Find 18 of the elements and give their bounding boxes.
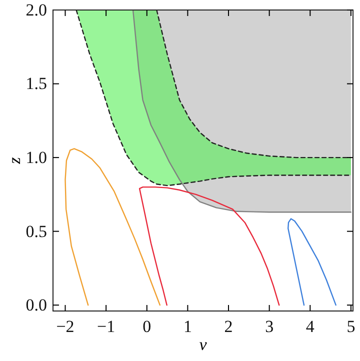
y-axis-title: z — [5, 156, 24, 165]
x-tick-label: 1 — [183, 317, 192, 336]
line-series — [64, 148, 161, 306]
x-axis-title: v — [199, 335, 208, 354]
x-tick-label: −2 — [56, 317, 74, 336]
y-tick-label: 0.0 — [26, 296, 47, 315]
x-tick-label: 5 — [346, 317, 356, 336]
x-tick-label: 2 — [224, 317, 233, 336]
y-tick-label: 1.5 — [26, 74, 47, 94]
line-series — [138, 186, 280, 306]
x-tick-label: 0 — [142, 317, 152, 336]
line-series — [288, 218, 336, 306]
x-tick-label: 4 — [306, 317, 315, 336]
y-tick-label: 0.5 — [26, 222, 47, 241]
y-tick-label: 2.0 — [26, 0, 47, 20]
y-tick-label: 1.0 — [26, 148, 47, 167]
x-tick-label: 3 — [265, 317, 274, 336]
x-tick-label: −1 — [97, 317, 116, 336]
